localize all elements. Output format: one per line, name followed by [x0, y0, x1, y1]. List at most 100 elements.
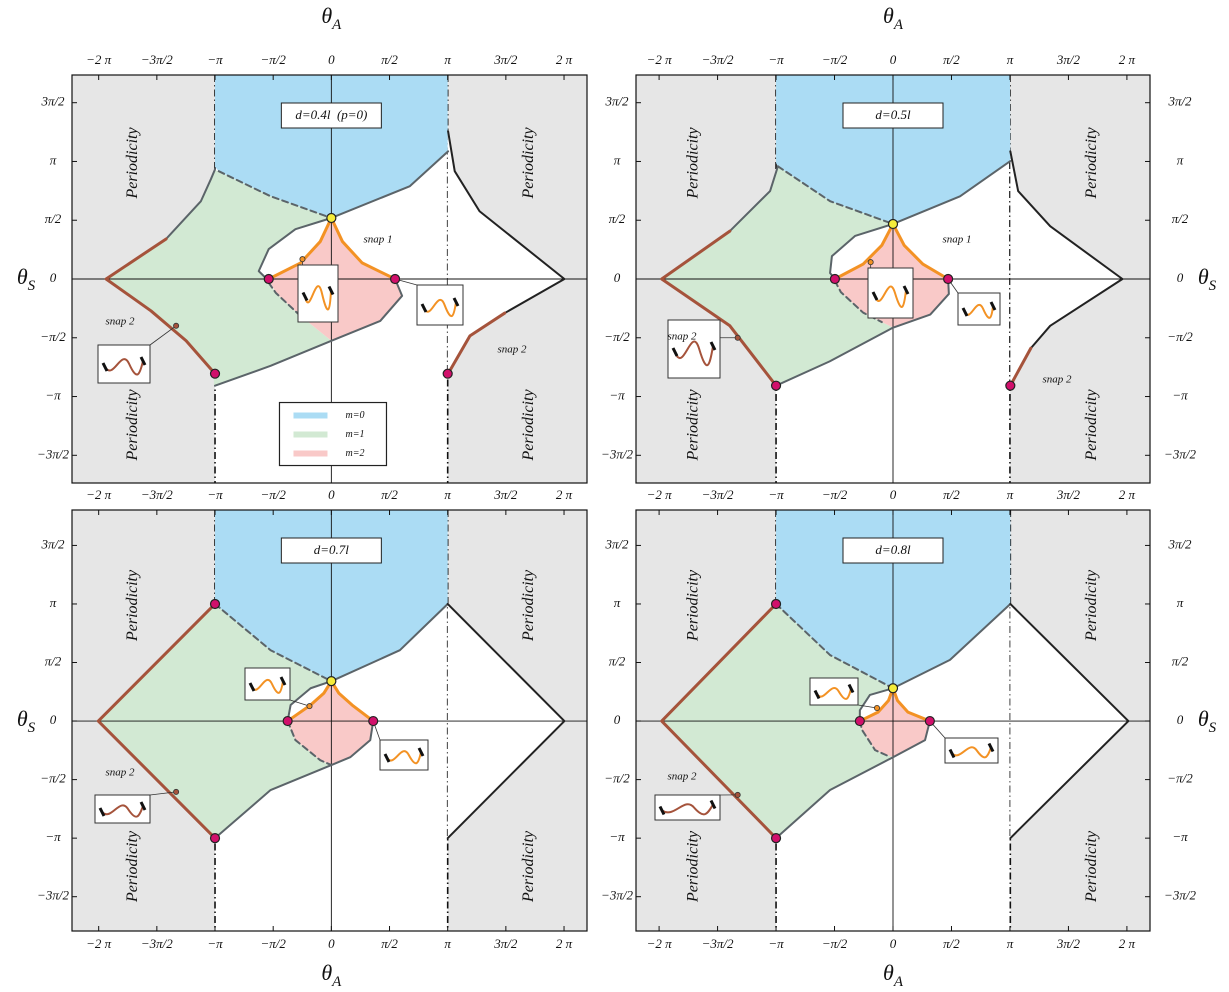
inset-clamp	[101, 362, 109, 372]
axis-subscript: S	[28, 278, 36, 294]
y-tick-label: 3π/2	[1167, 536, 1192, 551]
boundary-curve	[728, 165, 779, 233]
y-tick-label: −π/2	[1167, 771, 1193, 786]
panel-title: d=0.7l	[314, 542, 350, 557]
state-point	[770, 833, 782, 844]
x-tick-label: 2 π	[556, 52, 573, 67]
y-tick-label: 0	[1177, 712, 1184, 727]
inset-clamp	[709, 799, 717, 810]
inset-clamp	[709, 341, 717, 351]
state-point	[887, 683, 899, 694]
boundary-curve	[775, 720, 931, 840]
x-tick-label: π/2	[943, 52, 960, 67]
inset-shape	[951, 746, 992, 759]
x-tick-label: −π	[207, 52, 223, 67]
x-tick-label: 2 π	[556, 936, 573, 951]
y-tick-label: 0	[1177, 270, 1184, 285]
panel	[72, 510, 587, 931]
y-tick-label: π/2	[609, 211, 626, 226]
periodicity-label: Periodicity	[520, 569, 537, 642]
snap-point	[734, 791, 741, 798]
boundary-curve	[96, 602, 217, 840]
snap-label: snap 2	[497, 344, 527, 356]
panel-title: d=0.8l	[875, 542, 911, 557]
y-tick-label: −3π/2	[37, 446, 69, 461]
y-tick-label: 3π/2	[40, 94, 65, 109]
inset-shape	[251, 678, 284, 694]
axis-symbol: θ	[321, 3, 332, 28]
boundary-curve	[892, 160, 1012, 225]
state-point	[770, 598, 782, 610]
boundary-curve	[104, 237, 217, 376]
x-tick-label: 3π/2	[1056, 936, 1081, 951]
title-box	[280, 537, 382, 564]
snap-point	[299, 256, 306, 263]
panel-frame	[71, 509, 588, 932]
inset-connector	[289, 699, 310, 707]
inset-clamp	[139, 801, 147, 811]
x-tick-label: −3π/2	[702, 487, 734, 502]
y-tick-label: −π	[1172, 829, 1188, 844]
y-tick-label: π	[50, 152, 57, 167]
snap-label: snap 2	[1042, 374, 1072, 386]
axis-symbol: θ	[1198, 264, 1209, 289]
y-tick-label: −π	[45, 388, 61, 403]
x-tick-label: π	[444, 487, 451, 502]
inset-shape	[386, 750, 422, 765]
y-tick-label: π/2	[1172, 211, 1189, 226]
panel-title: d=0.5l	[875, 107, 911, 122]
boundary-curve	[217, 170, 333, 219]
inset-clamp	[961, 307, 969, 317]
inset-clamp	[279, 676, 287, 686]
inset-shape	[661, 803, 714, 816]
panel-title: d=0.4l (p=0)	[295, 107, 367, 122]
x-tick-label: −π/2	[260, 936, 286, 951]
title-box	[280, 102, 382, 129]
inset-shape	[104, 358, 144, 376]
y-tick-label: −3π/2	[37, 888, 69, 903]
x-tick-label: 0	[328, 487, 335, 502]
x-tick-label: −3π/2	[141, 487, 173, 502]
inset-clamp	[383, 753, 391, 763]
axis-subscript: A	[893, 17, 904, 33]
boundary-curve	[1009, 150, 1124, 350]
x-tick-label: −2 π	[86, 52, 112, 67]
y-tick-label: 3π/2	[1167, 94, 1192, 109]
inset-shape	[964, 303, 994, 319]
legend-label: m=1	[345, 429, 364, 440]
y-tick-label: 3π/2	[40, 536, 65, 551]
state-point	[282, 715, 293, 727]
boundary-curve	[446, 311, 507, 376]
boundary-curve	[829, 222, 894, 280]
x-tick-label: π/2	[943, 487, 960, 502]
snap-label: snap 2	[667, 331, 697, 343]
x-tick-label: π	[444, 52, 451, 67]
inset-shape	[304, 285, 332, 311]
x-tick-label: −3π/2	[141, 936, 173, 951]
inset-clamp	[98, 807, 106, 817]
periodicity-label: Periodicity	[124, 569, 141, 642]
state-point	[326, 212, 337, 224]
axis-subscript: A	[331, 17, 342, 33]
periodicity-label: Periodicity	[124, 127, 141, 200]
axis-subscript: S	[1209, 720, 1217, 736]
snap-point	[173, 322, 180, 329]
inset-clamp	[902, 285, 910, 295]
x-tick-label: −3π/2	[702, 52, 734, 67]
state-point	[209, 598, 221, 610]
x-tick-label: 2 π	[1119, 52, 1136, 67]
region	[287, 681, 374, 766]
inset-clamp	[987, 742, 995, 753]
snap-point	[734, 334, 741, 341]
y-tick-label: −π/2	[40, 771, 66, 786]
x-tick-label: π/2	[381, 52, 398, 67]
boundary-curve	[447, 130, 566, 315]
x-tick-label: 2 π	[1119, 936, 1136, 951]
boundary-curve	[892, 602, 1012, 690]
snap-label: snap 1	[942, 234, 971, 246]
region	[1010, 151, 1123, 386]
inset-shape	[874, 285, 907, 308]
inset-clamp	[327, 285, 335, 296]
y-tick-label: −π/2	[604, 329, 630, 344]
inset-clamp	[452, 297, 460, 307]
